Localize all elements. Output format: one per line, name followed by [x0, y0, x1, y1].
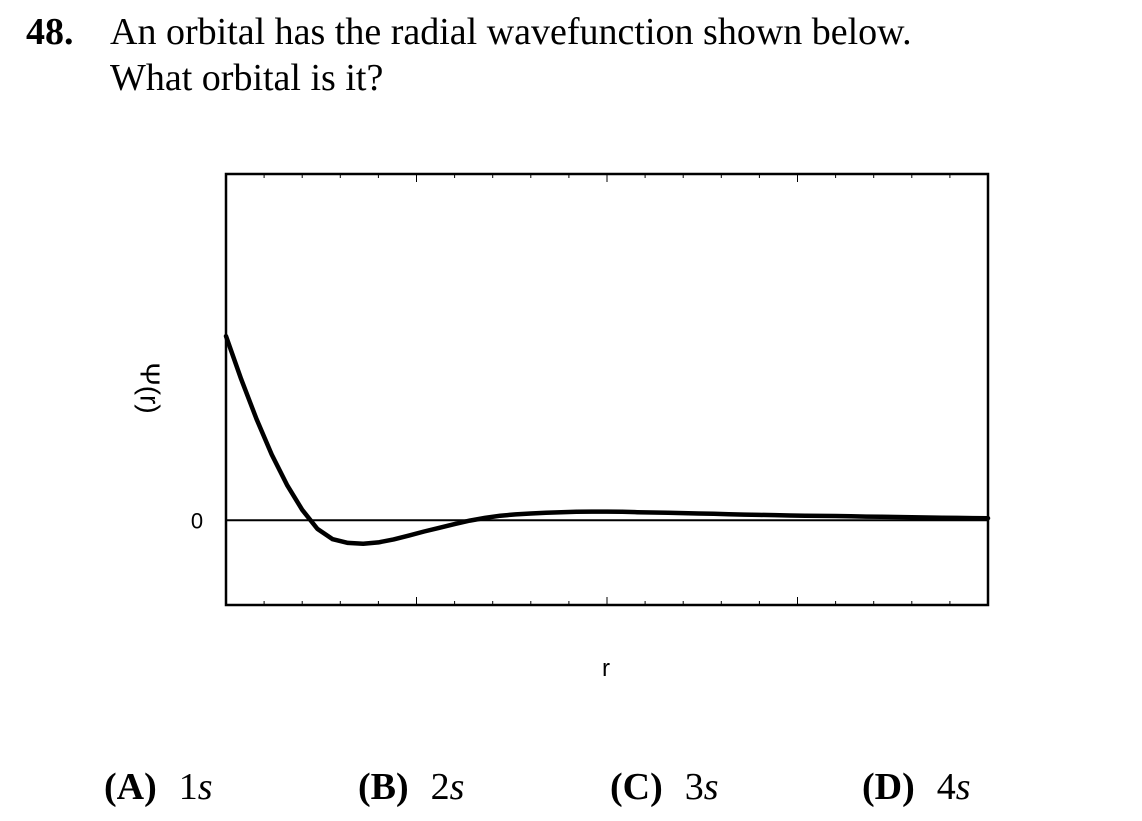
wavefunction-curve [223, 333, 991, 546]
choice-c-number: 3 [684, 766, 704, 808]
choice-a-number: 1 [178, 766, 198, 808]
choice-c-letter: (C) [610, 766, 663, 808]
choice-a-subshell: s [197, 766, 213, 808]
choice-c[interactable]: (C) 3s [610, 762, 719, 812]
choice-a-letter: (A) [104, 766, 157, 808]
y-axis-label: Ψ(r) [135, 362, 166, 413]
choice-d-subshell: s [955, 766, 971, 808]
choice-d[interactable]: (D) 4s [862, 762, 971, 812]
choice-b-subshell: s [449, 766, 465, 808]
plot-frame [224, 172, 990, 607]
choice-d-number: 4 [936, 766, 956, 808]
choice-b-letter: (B) [358, 766, 409, 808]
x-axis-label: r [602, 655, 610, 682]
choice-a[interactable]: (A) 1s [104, 762, 213, 812]
question-text-line-1: An orbital has the radial wavefunction s… [110, 11, 912, 53]
choice-b-number: 2 [430, 766, 450, 808]
choice-c-subshell: s [703, 766, 719, 808]
tick-marks [263, 174, 951, 605]
question-number: 48. [26, 11, 74, 53]
choice-d-letter: (D) [862, 766, 915, 808]
question-text-line-2: What orbital is it? [110, 57, 384, 99]
y-tick-label-zero: 0 [191, 508, 203, 533]
choice-b[interactable]: (B) 2s [358, 762, 464, 812]
